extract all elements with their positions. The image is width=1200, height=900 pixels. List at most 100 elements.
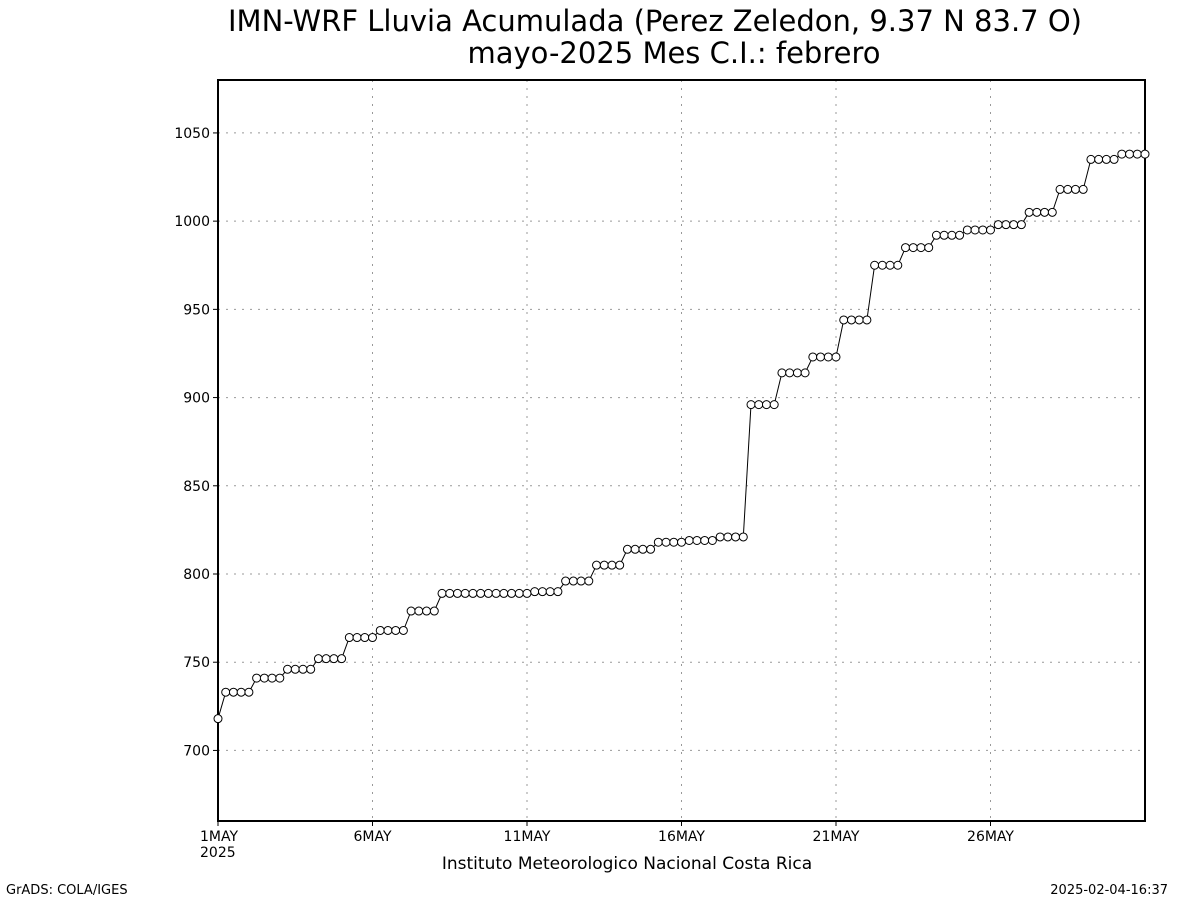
x-tick-label: 26MAY [967, 829, 1014, 845]
data-point [398, 625, 408, 635]
x-tick-label: 21MAY [813, 829, 860, 845]
y-tick-label: 1050 [174, 126, 210, 142]
data-point [1070, 184, 1080, 194]
data-point [700, 535, 710, 545]
data-point [723, 532, 733, 542]
data-point [1117, 149, 1127, 159]
data-point [846, 315, 856, 325]
data-point [259, 673, 269, 683]
data-point [901, 243, 911, 253]
data-point [476, 588, 486, 598]
data-point [514, 588, 524, 598]
data-point [978, 225, 988, 235]
data-point [893, 260, 903, 270]
data-point [592, 560, 602, 570]
data-point [924, 243, 934, 253]
data-point [337, 654, 347, 664]
data-point [460, 588, 470, 598]
data-point [916, 243, 926, 253]
x-axis-label: Instituto Meteorologico Nacional Costa R… [442, 854, 812, 874]
data-point [1009, 220, 1019, 230]
data-point [329, 654, 339, 664]
chart-title: IMN-WRF Lluvia Acumulada (Perez Zeledon,… [228, 4, 1082, 38]
data-point [962, 225, 972, 235]
data-point [553, 587, 563, 597]
data-point [483, 588, 493, 598]
data-point [731, 532, 741, 542]
data-point [877, 260, 887, 270]
data-point [406, 606, 416, 616]
y-tick-label: 1000 [174, 214, 210, 230]
data-point [275, 673, 285, 683]
data-point [1040, 207, 1050, 217]
data-point [669, 537, 679, 547]
data-point [854, 315, 864, 325]
data-point [769, 400, 779, 410]
data-point [692, 535, 702, 545]
data-point [306, 664, 316, 674]
plot-frame [217, 79, 1146, 822]
y-axis-ticks: 700 750 800 850 900 950 1000 1050 [174, 126, 218, 759]
data-point [344, 633, 354, 643]
data-point [715, 532, 725, 542]
data-point [684, 535, 694, 545]
data-point [738, 532, 748, 542]
data-point [646, 544, 656, 554]
data-point [908, 243, 918, 253]
data-point [422, 606, 432, 616]
x-tick-label: 1MAY [200, 829, 238, 845]
data-point [267, 673, 277, 683]
data-point [221, 687, 231, 697]
data-point [283, 664, 293, 674]
data-point [545, 587, 555, 597]
data-point [707, 535, 717, 545]
data-point [1101, 154, 1111, 164]
data-point [831, 352, 841, 362]
chart-subtitle: mayo-2025 Mes C.I.: febrero [468, 36, 881, 70]
data-point [785, 368, 795, 378]
data-point [383, 625, 393, 635]
data-point [1016, 220, 1026, 230]
data-point [615, 560, 625, 570]
footer-left: GrADS: COLA/IGES [6, 883, 128, 898]
data-point [290, 664, 300, 674]
data-point [955, 230, 965, 240]
data-point [800, 368, 810, 378]
data-point [236, 687, 246, 697]
y-tick-label: 900 [183, 391, 210, 407]
data-point [777, 368, 787, 378]
data-point [213, 714, 223, 724]
data-point [499, 588, 509, 598]
y-tick-label: 950 [183, 302, 210, 318]
data-point [561, 576, 571, 586]
data-point [352, 633, 362, 643]
x-tick-label: 6MAY [353, 829, 391, 845]
data-point [321, 654, 331, 664]
data-point [391, 625, 401, 635]
data-point [252, 673, 262, 683]
data-point [939, 230, 949, 240]
x-axis-year-label: 2025 [200, 845, 236, 861]
data-point [677, 537, 686, 547]
data-point [986, 225, 995, 235]
data-point [468, 588, 478, 598]
rainfall-series-markers [213, 149, 1150, 724]
data-point [947, 230, 957, 240]
data-point [761, 400, 771, 410]
data-point [244, 687, 254, 697]
data-point [522, 588, 532, 598]
data-point [746, 400, 756, 410]
data-point [1055, 184, 1065, 194]
data-point [491, 588, 501, 598]
data-point [1047, 207, 1057, 217]
data-point [808, 352, 818, 362]
data-point [530, 587, 540, 597]
data-point [607, 560, 617, 570]
data-point [970, 225, 980, 235]
x-axis-ticks: 1MAY 6MAY 11MAY 16MAY 21MAY 26MAY [200, 821, 1014, 845]
data-point [792, 368, 802, 378]
data-point [931, 230, 941, 240]
data-point [228, 687, 238, 697]
y-tick-label: 800 [183, 567, 210, 583]
y-tick-label: 750 [183, 655, 210, 671]
